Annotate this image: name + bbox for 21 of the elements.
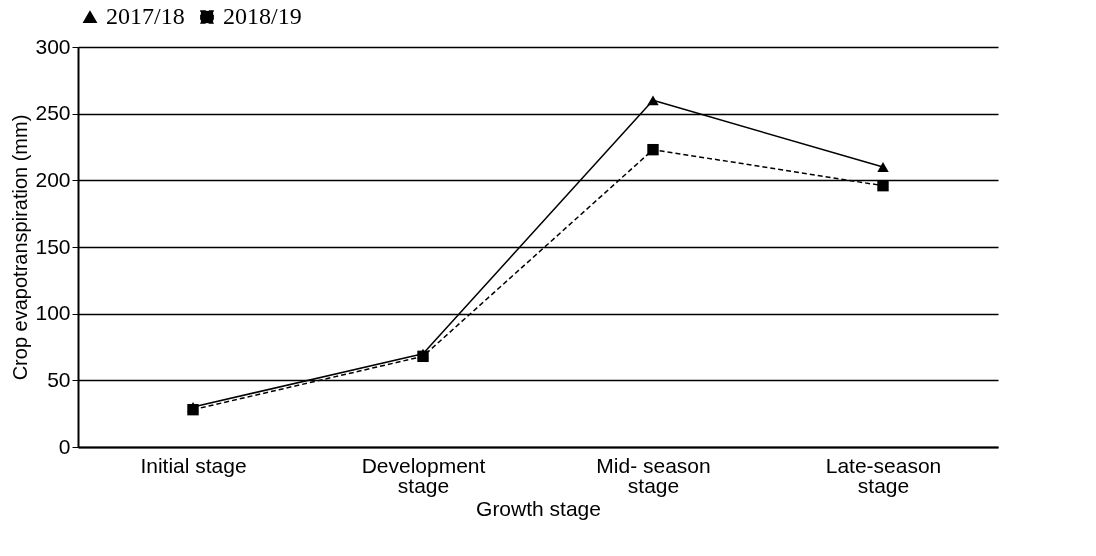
y-tick-label: 150 (35, 234, 71, 258)
y-tick-label: 200 (35, 167, 71, 191)
x-tick-label: Mid- season stage (596, 453, 711, 497)
y-tick-label: 50 (47, 367, 71, 391)
y-tick-label: 100 (35, 301, 71, 325)
y-tick-label: 300 (35, 34, 71, 58)
y-tick-label: 250 (35, 101, 71, 125)
point (647, 95, 659, 106)
x-axis-title: Growth stage (476, 496, 601, 520)
point (877, 179, 889, 192)
x-tick-label: Development stage (361, 453, 486, 497)
point (877, 162, 889, 172)
x-tick-label: Late-season stage (825, 453, 942, 497)
point (647, 143, 659, 156)
y-axis-title: Crop evapotranspiration (mm) (9, 114, 32, 381)
point (417, 350, 429, 363)
x-tick-label: Initial stage (140, 453, 247, 477)
point (187, 403, 199, 416)
legend-label: 2017/18 (106, 3, 185, 29)
legend-label: 2018/19 (223, 3, 302, 29)
y-tick-label: 0 (58, 434, 71, 458)
